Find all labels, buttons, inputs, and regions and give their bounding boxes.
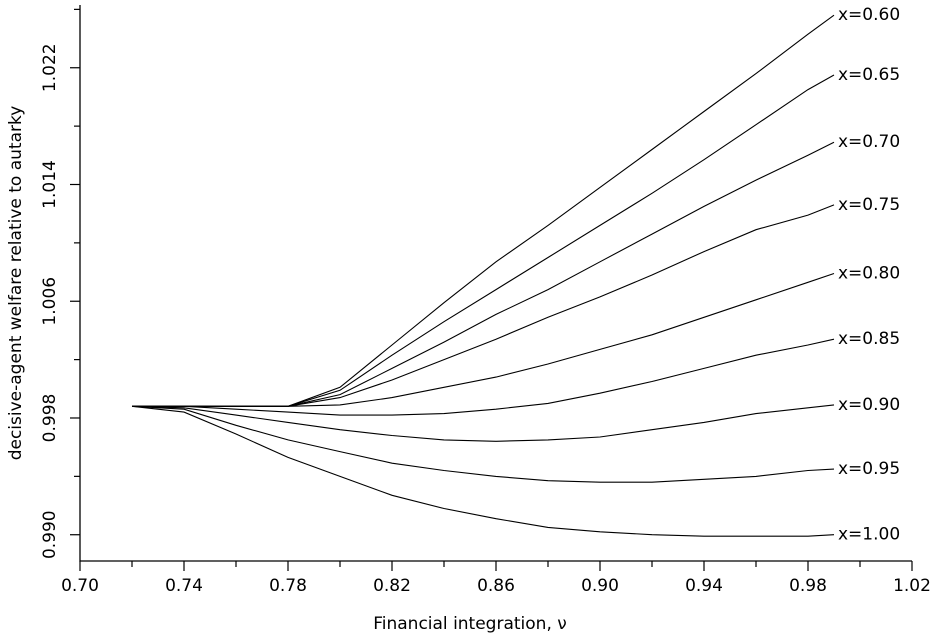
- series-label: x=0.60: [838, 5, 900, 25]
- x-tick-label: 1.02: [893, 576, 931, 596]
- series-label: x=0.65: [838, 65, 900, 85]
- x-tick-label: 0.98: [789, 576, 827, 596]
- y-tick-label: 0.990: [40, 510, 60, 559]
- line: [132, 14, 835, 407]
- line: [131, 405, 835, 483]
- line: [132, 204, 835, 407]
- line: [132, 272, 835, 407]
- line: [131, 405, 835, 537]
- y-tick-label: 0.998: [40, 394, 60, 443]
- series-label: x=0.75: [838, 195, 900, 215]
- y-tick-label: 1.022: [40, 43, 60, 92]
- series-label: x=0.95: [838, 459, 900, 479]
- x-tick-label: 0.94: [685, 576, 723, 596]
- y-tick-label: 1.006: [40, 277, 60, 326]
- series-label: x=1.00: [838, 525, 900, 545]
- x-tick-label: 0.78: [269, 576, 307, 596]
- x-axis-label: Financial integration, ν: [373, 614, 567, 634]
- series-label: x=0.80: [838, 264, 900, 284]
- x-tick-label: 0.82: [373, 576, 411, 596]
- x-tick-label: 0.74: [165, 576, 203, 596]
- line: [132, 338, 835, 416]
- series-label: x=0.90: [838, 395, 900, 415]
- series-label: x=0.85: [838, 329, 900, 349]
- x-tick-label: 0.86: [477, 576, 515, 596]
- series-label: x=0.70: [838, 132, 900, 152]
- x-tick-label: 0.90: [581, 576, 619, 596]
- line: [131, 404, 835, 442]
- y-axis-label: decisive-agent welfare relative to autar…: [6, 106, 26, 461]
- y-tick-label: 1.014: [40, 160, 60, 209]
- x-tick-label: 0.70: [61, 576, 99, 596]
- line: [132, 141, 835, 407]
- axes: [79, 5, 912, 562]
